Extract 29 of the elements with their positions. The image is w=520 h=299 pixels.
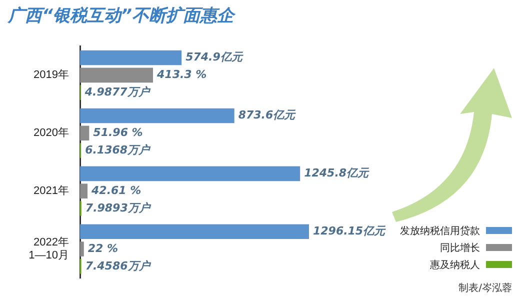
legend-label: 发放纳税信用贷款 xyxy=(400,224,480,238)
bar xyxy=(80,108,234,124)
legend-label: 同比增长 xyxy=(440,242,480,254)
data-label: 413.3 % xyxy=(156,68,207,82)
y-tick-label: 2020年 xyxy=(34,127,69,140)
y-tick-label: 2022年 1—10月 xyxy=(28,236,69,262)
bar xyxy=(80,224,309,240)
data-label: 574.9亿元 xyxy=(186,50,244,64)
data-label: 7.4586万户 xyxy=(85,259,152,272)
bar xyxy=(80,184,88,198)
data-label: 873.6亿元 xyxy=(238,108,296,122)
y-tick-label: 2019年 xyxy=(34,69,69,82)
bar xyxy=(80,68,154,83)
data-label: 51.96 % xyxy=(93,126,143,139)
legend-label: 惠及纳税人 xyxy=(430,258,480,272)
y-tick-label: 2021年 xyxy=(34,185,69,198)
data-label: 6.1368万户 xyxy=(85,143,152,156)
text: 制表/岑泓蓉 xyxy=(458,282,512,295)
data-label: 42.61 % xyxy=(90,184,142,197)
bar xyxy=(80,166,300,182)
bar xyxy=(80,242,84,256)
bar xyxy=(80,126,90,141)
data-label: 7.9893万户 xyxy=(85,201,152,214)
data-label: 1296.15亿元 xyxy=(312,224,386,238)
chart-title: 广西“银税互动”不断扩面惠企 xyxy=(8,5,234,27)
data-label: 4.9877万户 xyxy=(84,85,152,98)
bar xyxy=(80,50,182,66)
data-label: 1245.8亿元 xyxy=(304,166,370,180)
data-label: 22 % xyxy=(88,242,118,255)
